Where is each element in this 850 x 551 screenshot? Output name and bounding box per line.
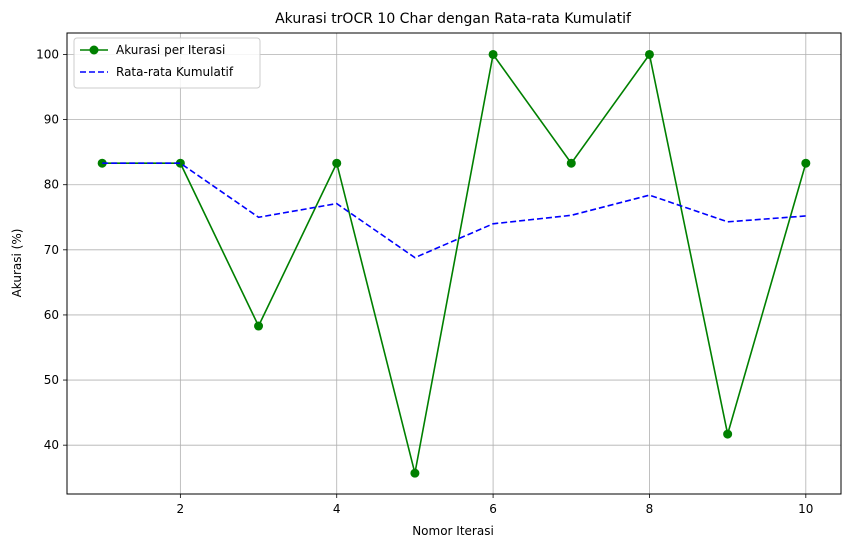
- data-point: [332, 158, 342, 168]
- series-line-2: [102, 162, 806, 259]
- legend-marker: [89, 45, 99, 55]
- legend: Akurasi per Iterasi Rata-rata Kumulatif: [73, 37, 261, 89]
- data-point: [488, 49, 498, 59]
- series: [97, 49, 811, 478]
- x-tick-label: 4: [333, 502, 341, 516]
- data-point: [723, 429, 733, 439]
- y-axis-label: Akurasi (%): [10, 229, 24, 298]
- y-tick-label: 50: [44, 373, 59, 387]
- y-tick-label: 100: [36, 47, 59, 61]
- series-line-1: [102, 52, 807, 474]
- y-tick-label: 40: [44, 438, 59, 452]
- legend-label: Rata-rata Kumulatif: [116, 65, 234, 79]
- y-tick-label: 90: [44, 113, 59, 127]
- data-point: [410, 468, 420, 478]
- y-tick-label: 60: [44, 308, 59, 322]
- data-point: [254, 321, 264, 331]
- legend-box: [73, 37, 261, 89]
- x-tick-label: 6: [489, 502, 497, 516]
- x-axis-label: Nomor Iterasi: [412, 524, 494, 538]
- data-point: [644, 49, 654, 59]
- y-tick-label: 80: [44, 178, 59, 192]
- x-tick-label: 2: [177, 502, 185, 516]
- data-point: [801, 158, 811, 168]
- x-tick-label: 8: [646, 502, 654, 516]
- legend-label: Akurasi per Iterasi: [116, 43, 225, 57]
- axes: 2 4 6 8 10 40 50 60 70 80 90 100: [36, 47, 813, 516]
- data-point: [566, 158, 576, 168]
- y-tick-label: 70: [44, 243, 59, 257]
- plot-frame: [66, 32, 842, 495]
- chart-title: Akurasi trOCR 10 Char dengan Rata-rata K…: [275, 11, 632, 27]
- x-tick-label: 10: [798, 502, 813, 516]
